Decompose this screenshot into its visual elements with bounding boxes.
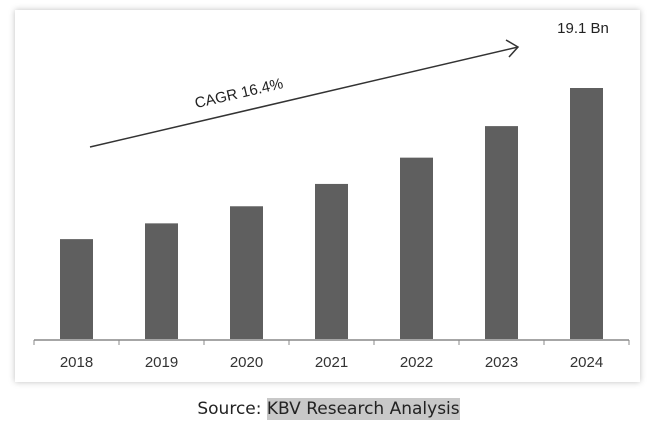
bar-2024 [570,88,603,339]
cagr-arrow [89,46,519,148]
source-caption: Source: KBV Research Analysis [0,398,657,420]
bar-2020 [230,206,263,339]
bar-2019 [145,223,178,339]
x-tick-label-2022: 2022 [400,354,433,371]
source-prefix: Source: [197,399,262,419]
bar-2018 [60,239,93,339]
cagr-arrowhead [505,39,520,58]
bar-2021 [315,183,348,339]
x-tick-label-2023: 2023 [485,354,518,371]
x-tick-label-2019: 2019 [145,354,178,371]
x-tick-label-2024: 2024 [570,354,603,371]
x-tick-label-2020: 2020 [230,354,263,371]
x-tick-label-2021: 2021 [315,354,348,371]
bar-2022 [400,157,433,339]
cagr-label: CAGR 16.4% [193,75,285,112]
x-tick-label-2018: 2018 [60,354,93,371]
data-label-2024: 19.1 Bn [557,20,609,37]
source-name: KBV Research Analysis [266,398,460,420]
bar-2023 [485,126,518,339]
